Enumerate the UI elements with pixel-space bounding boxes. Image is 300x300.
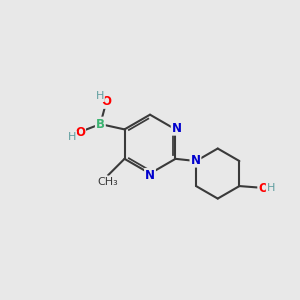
Text: N: N — [190, 154, 200, 167]
Text: O: O — [102, 95, 112, 108]
Text: N: N — [172, 122, 182, 135]
Text: O: O — [75, 125, 85, 139]
Text: H: H — [267, 183, 275, 193]
Text: N: N — [145, 169, 155, 182]
Text: H: H — [68, 132, 76, 142]
Text: CH₃: CH₃ — [97, 176, 118, 187]
Text: B: B — [96, 118, 105, 130]
Text: H: H — [96, 91, 104, 101]
Text: O: O — [258, 182, 268, 195]
